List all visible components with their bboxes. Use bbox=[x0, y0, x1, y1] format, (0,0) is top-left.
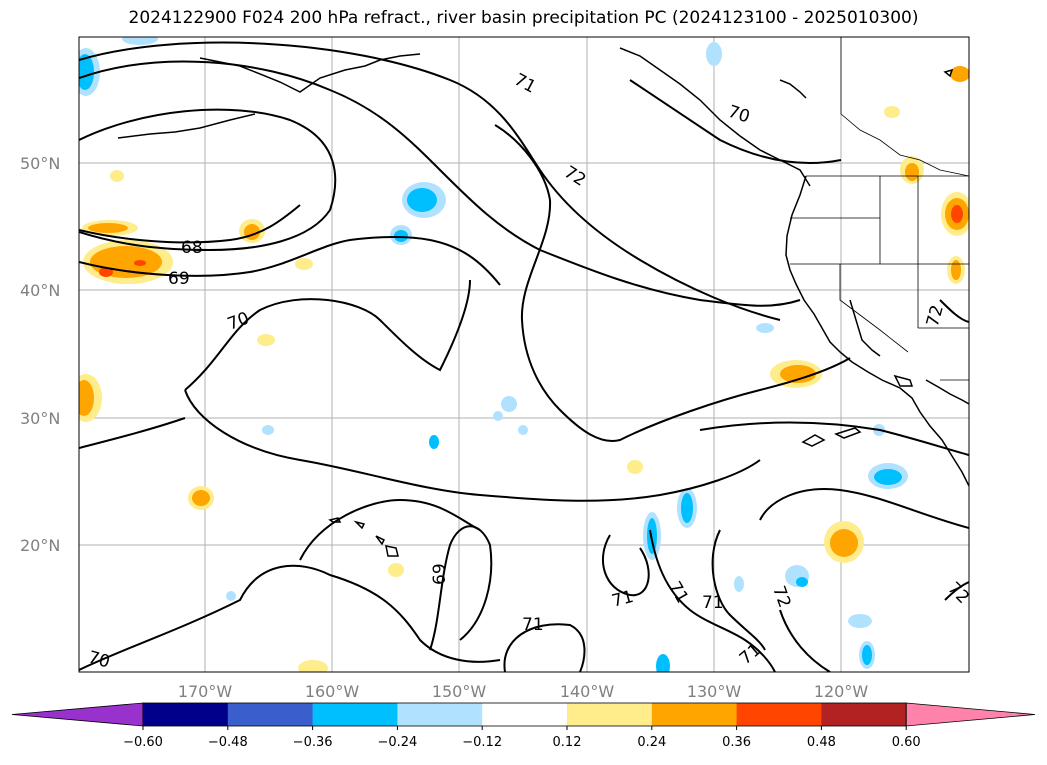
colorbar-cell bbox=[312, 703, 398, 726]
contour-label: 69 bbox=[430, 563, 450, 585]
coastlines bbox=[117, 47, 969, 557]
colorbar-tick-label: −0.36 bbox=[293, 735, 333, 750]
colorbar-tick-label: 0.24 bbox=[637, 735, 666, 750]
colorbar-arrow-high bbox=[905, 702, 1036, 727]
contour-label: 69 bbox=[168, 269, 190, 289]
contour-label: 71 bbox=[522, 615, 544, 635]
lon-label: 130°W bbox=[687, 682, 742, 701]
colorbar-cell bbox=[821, 703, 907, 726]
negative-anomaly-blob bbox=[493, 411, 503, 421]
positive-anomaly-blob bbox=[79, 374, 102, 422]
contour-label: 70 bbox=[86, 648, 112, 673]
positive-anomaly-blob bbox=[110, 170, 124, 182]
political-borders bbox=[790, 37, 969, 381]
negative-anomaly-blob bbox=[262, 425, 274, 435]
positive-anomaly-blob bbox=[298, 660, 328, 672]
negative-anomaly-blob bbox=[848, 614, 872, 628]
negative-anomaly-blob bbox=[226, 591, 236, 601]
lon-label: 160°W bbox=[305, 682, 360, 701]
colorbar-arrow-low bbox=[11, 702, 144, 727]
negative-anomaly-blob bbox=[868, 463, 908, 489]
positive-anomaly-blob bbox=[257, 334, 275, 346]
longitude-labels: 170°W 160°W 150°W 140°W 130°W 120°W bbox=[178, 682, 869, 701]
colorbar: −0.60 −0.48 −0.36 −0.24 −0.12 0.12 0.24 0.36 0.4… bbox=[11, 702, 1036, 750]
latitude-labels: 50°N 40°N 30°N 20°N bbox=[20, 154, 60, 555]
colorbar-cell bbox=[736, 703, 822, 726]
positive-anomaly-blob bbox=[627, 460, 643, 474]
lat-label: 40°N bbox=[20, 281, 60, 300]
colorbar-tick-label: −0.24 bbox=[377, 735, 417, 750]
map-frame bbox=[78, 36, 970, 673]
colorbar-cell bbox=[482, 703, 568, 726]
colorbar-tick-label: 0.12 bbox=[553, 735, 582, 750]
negative-anomaly-blob bbox=[518, 425, 528, 435]
positive-anomaly-blob bbox=[82, 220, 138, 236]
colorbar-cell bbox=[397, 703, 483, 726]
positive-anomaly-blob bbox=[295, 258, 313, 270]
colorbar-tick-label: −0.60 bbox=[123, 735, 163, 750]
lon-label: 150°W bbox=[432, 682, 487, 701]
negative-anomaly-blob bbox=[429, 435, 439, 449]
colorbar-cell bbox=[143, 703, 229, 726]
positive-anomaly-blob bbox=[83, 240, 173, 284]
contour-label: 71 bbox=[702, 593, 724, 613]
map-area bbox=[79, 37, 969, 672]
lon-label: 140°W bbox=[560, 682, 615, 701]
refractivity-contours bbox=[79, 41, 969, 672]
contour-label: 68 bbox=[181, 238, 203, 258]
negative-anomaly-blob bbox=[706, 42, 722, 66]
negative-anomaly-blob bbox=[402, 182, 446, 218]
negative-anomaly-blob bbox=[785, 565, 809, 587]
colorbar-tick-label: 0.60 bbox=[892, 735, 921, 750]
negative-anomaly-blob bbox=[501, 396, 517, 412]
positive-anomaly-blob bbox=[941, 192, 969, 236]
lat-label: 30°N bbox=[20, 409, 60, 428]
map-title: 2024122900 F024 200 hPa refract., river … bbox=[128, 8, 919, 28]
gridlines bbox=[79, 37, 969, 672]
negative-anomaly-blob bbox=[859, 641, 875, 669]
lat-label: 50°N bbox=[20, 154, 60, 173]
colorbar-tick-label: −0.48 bbox=[208, 735, 248, 750]
colorbar-outline bbox=[142, 702, 907, 727]
colorbar-cell bbox=[567, 703, 653, 726]
negative-anomaly-blob bbox=[122, 37, 158, 45]
positive-anomaly-blob bbox=[188, 486, 214, 510]
negative-anomaly-blob bbox=[677, 488, 697, 528]
positive-anomaly-blob bbox=[884, 106, 900, 118]
positive-anomaly-blob bbox=[770, 360, 822, 388]
positive-anomaly-blob bbox=[947, 256, 965, 284]
negative-anomaly-blob bbox=[734, 576, 744, 592]
lon-label: 120°W bbox=[814, 682, 869, 701]
lat-label: 20°N bbox=[20, 536, 60, 555]
negative-anomaly-blob bbox=[756, 323, 774, 333]
negative-anomaly-blob bbox=[79, 48, 100, 96]
negative-anomaly-blob bbox=[656, 654, 670, 672]
colorbar-tick-label: 0.48 bbox=[807, 735, 836, 750]
positive-anomaly-blob bbox=[824, 521, 864, 563]
colorbar-tick-label: −0.12 bbox=[462, 735, 502, 750]
colorbar-tick-label: 0.36 bbox=[722, 735, 751, 750]
negative-anomaly-blob bbox=[390, 225, 412, 245]
lon-label: 170°W bbox=[178, 682, 233, 701]
positive-anomaly-blob bbox=[950, 66, 969, 82]
positive-anomaly-blob bbox=[388, 563, 404, 577]
colorbar-cell bbox=[227, 703, 314, 726]
colorbar-cell bbox=[651, 703, 738, 726]
